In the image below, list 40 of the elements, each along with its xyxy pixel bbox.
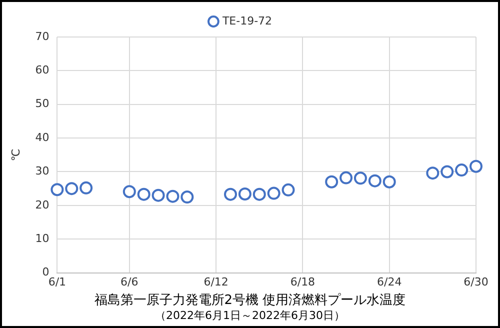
point [426,166,440,180]
point [325,175,338,188]
text: （2022年6月1日～2022年6月30日） [154,308,346,323]
y-tick-label: 0 [42,266,50,279]
point [80,181,93,194]
point [180,190,194,204]
point [354,172,367,185]
point [282,183,295,196]
point [152,188,165,202]
point [470,160,482,173]
y-tick-label: 60 [35,64,50,77]
x-tick-label: 6/12 [204,275,228,288]
point [166,190,180,203]
y-tick-label: 50 [35,97,50,110]
y-tick-label: 10 [35,232,50,245]
x-tick-label: 6/6 [120,275,138,288]
text: 福島第一原子力発電所2号機 使用済燃料プール水温度 [93,292,407,309]
y-axis-title: ℃ [9,148,22,162]
x-tick-label: 6/24 [377,275,402,288]
y-tick-label: 30 [35,164,50,178]
x-tick-label: 6/1 [48,275,66,288]
point [122,185,136,198]
y-tick-label: 20 [35,198,50,212]
point [238,187,252,200]
point [50,183,64,196]
point [340,171,353,184]
point [252,188,266,201]
point [65,182,78,196]
point [267,186,280,200]
y-tick-label: 40 [35,130,50,144]
point [382,175,396,188]
x-tick-label: 6/30 [464,275,488,288]
legend-label: TE-19-72 [221,14,272,28]
x-tick-label: 6/18 [290,275,316,288]
point [137,188,150,201]
point [224,188,237,201]
point [440,165,454,178]
y-tick-label: 70 [35,30,50,43]
point [455,164,468,177]
point [368,174,382,188]
